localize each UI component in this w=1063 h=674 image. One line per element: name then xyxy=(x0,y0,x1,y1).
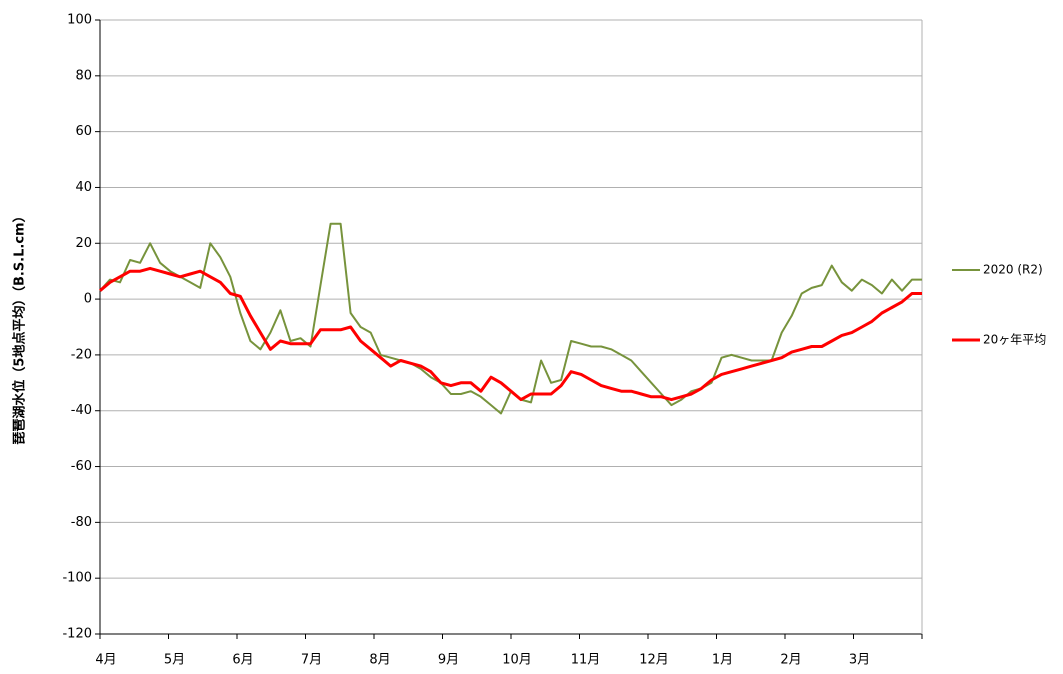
series-line xyxy=(99,222,922,415)
x-tick-label: 9月 xyxy=(438,653,459,668)
y-tick-label: -100 xyxy=(62,571,92,586)
y-tick-label: -80 xyxy=(71,515,92,530)
y-tick-label: -60 xyxy=(71,459,92,474)
y-tick-label: 40 xyxy=(75,180,92,195)
y-tick-label: 20 xyxy=(75,236,92,251)
y-tick-label: 100 xyxy=(67,13,92,28)
x-tick-label: 1月 xyxy=(712,653,733,668)
x-tick-label: 4月 xyxy=(95,653,116,668)
x-tick-label: 12月 xyxy=(639,653,669,668)
x-tick-label: 7月 xyxy=(301,653,322,668)
legend-label: 20ヶ年平均 xyxy=(983,333,1046,347)
y-tick-label: -120 xyxy=(62,627,92,642)
y-tick-label: 60 xyxy=(75,124,92,139)
legend-label: 2020 (R2) xyxy=(983,263,1043,277)
x-tick-label: 11月 xyxy=(571,653,601,668)
x-tick-label: 8月 xyxy=(369,653,390,668)
x-tick-label: 6月 xyxy=(232,653,253,668)
y-tick-label: 80 xyxy=(75,68,92,83)
x-tick-label: 2月 xyxy=(780,653,801,668)
x-tick-label: 5月 xyxy=(164,653,185,668)
y-tick-label: -20 xyxy=(71,347,92,362)
x-tick-label: 3月 xyxy=(849,653,870,668)
y-axis-title: 琵琶湖水位（5地点平均）（B.S.L.cm） xyxy=(12,209,28,444)
x-tick-label: 10月 xyxy=(502,653,532,668)
y-tick-label: 0 xyxy=(84,292,92,307)
y-tick-label: -40 xyxy=(71,403,92,418)
series-line xyxy=(99,266,922,402)
